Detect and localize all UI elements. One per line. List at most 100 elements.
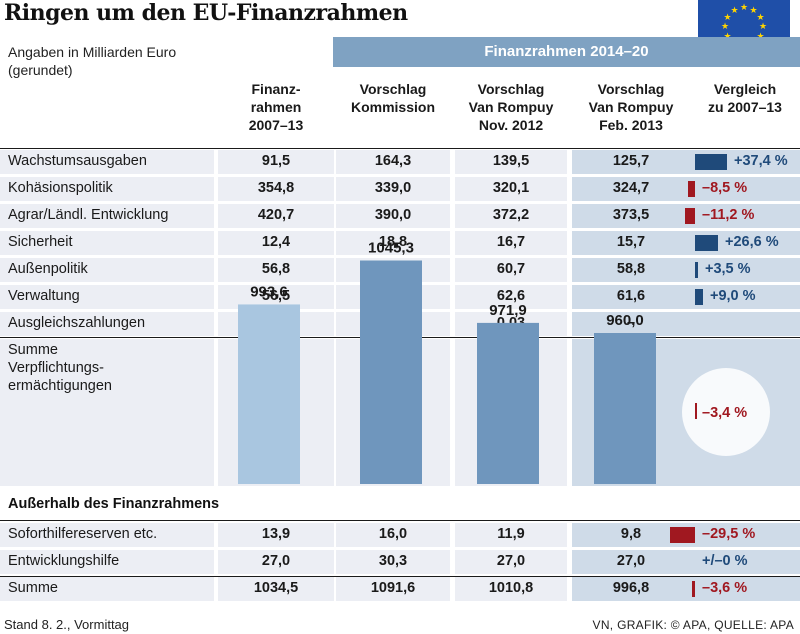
table-cell: –: [626, 315, 636, 331]
column-header-line: Vorschlag: [597, 81, 665, 97]
summe-bar-label: 971,9: [489, 302, 527, 319]
table-cell: 18,8: [378, 234, 408, 250]
eu-star-icon: ★: [721, 21, 730, 31]
eu-star-icon: ★: [749, 4, 758, 15]
column-header-line: Vorschlag: [359, 81, 427, 97]
change-value: –3,6 %: [702, 580, 748, 596]
column-header: Vergleich zu 2007–13: [690, 80, 800, 116]
table-cell: 372,2: [492, 207, 530, 223]
band-background: [333, 37, 800, 67]
change-bar: [695, 289, 703, 305]
table-cell: 61,6: [616, 288, 646, 304]
table-cell: 420,7: [257, 207, 295, 223]
pct-bg: [690, 577, 800, 601]
column-header-line: Finanz-: [251, 81, 301, 97]
change-value: –29,5 %: [702, 526, 756, 542]
summe-bar: [238, 304, 300, 484]
cell-bg: [218, 177, 334, 201]
table-cell: 164,3: [374, 153, 412, 169]
cell-bg: [572, 285, 690, 309]
table-cell: 60,7: [496, 261, 526, 277]
column-header: Vorschlag Van Rompuy Feb. 2013: [572, 80, 690, 134]
column-header-line: zu 2007–13: [708, 99, 782, 115]
summe-bar-label: 993,6: [250, 283, 288, 300]
column-header-line: rahmen: [250, 99, 302, 115]
change-bar: [688, 181, 695, 197]
pct-bg: [690, 285, 800, 309]
cell-bg: [218, 231, 334, 255]
units-note: Angaben in Milliarden Euro (gerundet): [8, 43, 238, 79]
table-cell: 13,9: [261, 526, 291, 542]
row-label-bg: [0, 523, 214, 547]
eu-star-icon: ★: [723, 30, 732, 41]
table-cell: 1034,5: [253, 580, 299, 596]
change-bar: [670, 527, 695, 543]
table-cell: 15,7: [616, 234, 646, 250]
summe-bar-label: 960,0: [606, 312, 644, 329]
column-header-line: Van Rompuy: [588, 99, 674, 115]
cell-bg: [218, 523, 334, 547]
change-value: +9,0 %: [710, 288, 756, 304]
summe-bar: [594, 333, 656, 484]
summe-label-bg: [0, 339, 214, 486]
eu-star-icon: ★: [756, 30, 765, 41]
cell-bg: [336, 231, 450, 255]
column-header-line: Feb. 2013: [599, 117, 663, 133]
table-cell: 339,0: [374, 180, 412, 196]
summe-label-line: Verpflichtungs-: [8, 360, 104, 376]
row-label: Verwaltung: [8, 288, 80, 304]
section-title: Außerhalb des Finanzrahmens: [8, 496, 220, 512]
summe-change-value: –3,4 %: [702, 405, 747, 421]
row-label: Soforthilfereserven etc.: [8, 526, 158, 542]
cell-bg: [572, 258, 690, 282]
table-cell: 16,7: [496, 234, 526, 250]
row-label-bg: [0, 312, 214, 336]
row-label-bg: [0, 285, 214, 309]
row-label: Sicherheit: [8, 234, 73, 250]
summe-label-line: Summe: [8, 342, 58, 358]
cell-bg: [218, 204, 334, 228]
change-bar: [695, 235, 718, 251]
summe-label: Summe Verpflichtungs-ermächtigungen: [8, 341, 112, 395]
table-cell: 27,0: [496, 553, 526, 569]
row-label: Agrar/Ländl. Entwicklung: [8, 207, 169, 223]
column-header-line: Nov. 2012: [478, 117, 544, 133]
units-line: Angaben in Milliarden Euro: [8, 44, 177, 60]
eu-star-icon: ★: [759, 21, 768, 31]
summe-change-bar: [695, 403, 697, 419]
cell-bg: [572, 550, 690, 574]
summe-bar-label: 1045,3: [368, 239, 414, 256]
row-label: Kohäsionspolitik: [8, 180, 113, 196]
change-bar: [695, 262, 698, 278]
cell-bg: [336, 523, 450, 547]
band-label: Finanzrahmen 2014–20: [484, 43, 649, 60]
row-label-bg: [0, 204, 214, 228]
table-cell: 125,7: [612, 153, 650, 169]
table-cell: 354,8: [257, 180, 295, 196]
eu-star-icon: ★: [756, 11, 765, 22]
column-header-line: Kommission: [350, 99, 435, 115]
summe-bar: [360, 260, 422, 484]
table-cell: 91,5: [261, 153, 291, 169]
table-cell: 16,0: [378, 526, 408, 542]
table-cell: 56,8: [261, 261, 291, 277]
cell-bg: [455, 150, 567, 174]
row-label: Summe: [8, 580, 58, 596]
footer-stand: Stand 8. 2., Vormittag: [4, 617, 130, 632]
table-cell: 320,1: [492, 180, 530, 196]
pct-bg: [690, 177, 800, 201]
row-label-bg: [0, 550, 214, 574]
table-cell: 1091,6: [370, 580, 416, 596]
row-label: Ausgleichszahlungen: [8, 315, 146, 331]
header-rule: [0, 148, 800, 149]
eu-star-icon: ★: [740, 2, 749, 12]
row-label-bg: [0, 177, 214, 201]
change-bar: [695, 154, 727, 170]
column-header: Vorschlag Van Rompuy Nov. 2012: [455, 80, 567, 134]
page-title: Ringen um den EU-Finanzrahmen: [4, 0, 408, 26]
table-cell: 30,3: [378, 553, 408, 569]
units-line: (gerundet): [8, 62, 73, 78]
summe-change-glow: [682, 368, 770, 456]
cell-bg: [572, 231, 690, 255]
